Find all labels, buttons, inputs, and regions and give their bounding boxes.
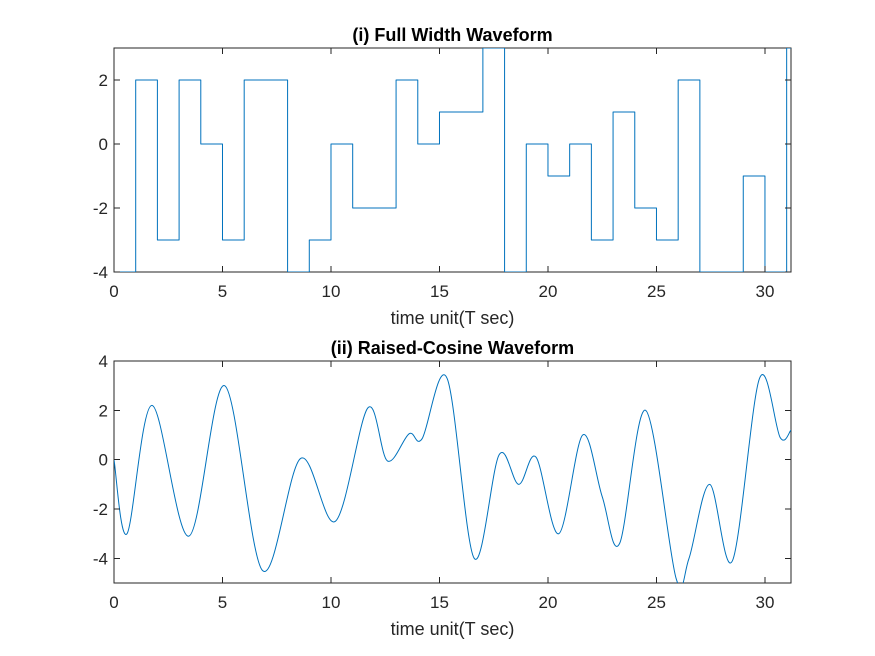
x-tick-label: 15 <box>430 282 449 301</box>
x-tick-label: 30 <box>756 282 775 301</box>
x-tick-label: 25 <box>647 593 666 612</box>
x-tick-label: 5 <box>218 282 227 301</box>
y-tick-label: -4 <box>93 549 108 568</box>
y-tick-label: 2 <box>99 71 108 90</box>
x-tick-label: 15 <box>430 593 449 612</box>
x-axis-label: time unit(T sec) <box>391 619 515 639</box>
x-tick-label: 0 <box>109 593 118 612</box>
x-tick-label: 5 <box>218 593 227 612</box>
x-tick-label: 20 <box>539 593 558 612</box>
x-tick-label: 10 <box>322 593 341 612</box>
plot-full-width-waveform: 0 5 10 15 20 25 30 -4 -2 0 2 (i) Full Width Wavefor… <box>93 25 792 328</box>
x-tick-label: 0 <box>109 282 118 301</box>
plot-raised-cosine-waveform: 0 5 10 15 20 25 30 -4 -2 0 2 4 (ii) Raised-Cosine Wa… <box>93 338 792 639</box>
y-tick-label: 0 <box>99 135 108 154</box>
waveform-trace <box>114 48 791 272</box>
x-axis-label: time unit(T sec) <box>391 308 515 328</box>
x-tick-label: 30 <box>756 593 775 612</box>
y-tick-label: 4 <box>99 352 108 371</box>
y-tick-label: 2 <box>99 401 108 420</box>
x-tick-label: 10 <box>322 282 341 301</box>
y-tick-label: -2 <box>93 500 108 519</box>
axes-box <box>113 47 792 273</box>
y-tick-label: -4 <box>93 263 108 282</box>
y-tick-label: -2 <box>93 199 108 218</box>
chart-title: (i) Full Width Waveform <box>352 25 552 45</box>
chart-title: (ii) Raised-Cosine Waveform <box>331 338 574 358</box>
x-tick-label: 25 <box>647 282 666 301</box>
y-tick-label: 0 <box>99 451 108 470</box>
axes-box <box>113 360 792 584</box>
x-tick-label: 20 <box>539 282 558 301</box>
waveform-trace <box>114 374 791 583</box>
